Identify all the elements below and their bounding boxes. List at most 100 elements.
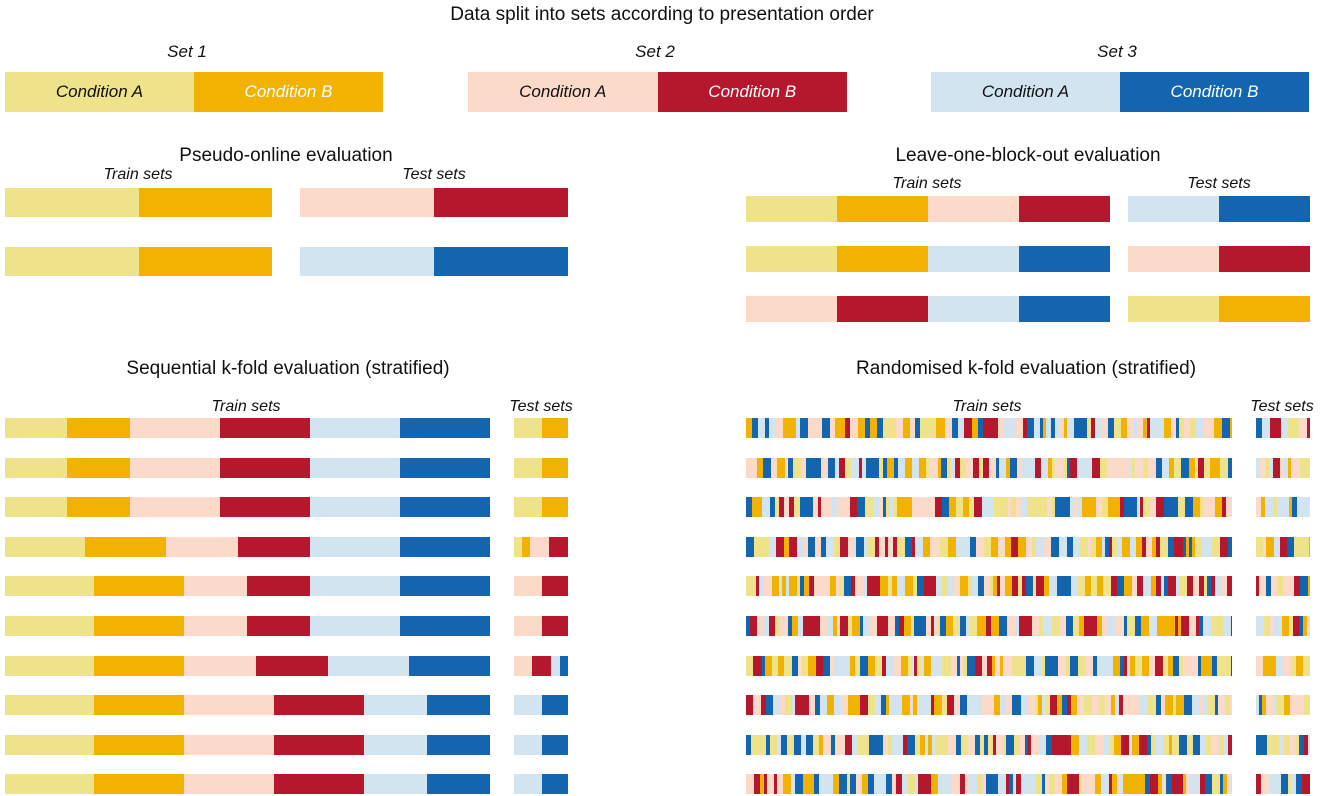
randomised-train-bar-stripe xyxy=(1080,536,1088,557)
randomised-train-bar-stripe xyxy=(1035,457,1041,478)
randomised-train-bar-stripe xyxy=(958,418,964,438)
randomised-train-bar-stripe xyxy=(979,457,983,478)
randomised-train-bar-stripe xyxy=(1152,536,1156,557)
randomised-train-bar-stripe xyxy=(1092,695,1099,716)
randomised-train-bar-stripe xyxy=(892,774,896,795)
randomised-train-bar-stripe xyxy=(1004,418,1011,438)
randomised-train-bar-stripe xyxy=(997,576,1000,597)
randomised-train-bar-stripe xyxy=(1180,536,1183,557)
randomised-test-bar-stripe xyxy=(1265,497,1273,518)
randomised-train-bar-stripe xyxy=(813,616,820,636)
randomised-train-bar-stripe xyxy=(894,457,898,478)
randomised-train-bar-stripe xyxy=(1074,418,1081,438)
randomised-train-bar-stripe xyxy=(1158,655,1163,676)
randomised-train-bar-stripe xyxy=(868,695,875,716)
randomised-train-bar-stripe xyxy=(1169,457,1174,478)
randomised-train-bar-stripe xyxy=(806,457,810,478)
randomised-test-bar-stripe xyxy=(1289,497,1292,518)
randomised-train-bar-stripe xyxy=(908,774,915,795)
randomised-train-bar-stripe xyxy=(954,695,960,716)
sequential-train-bar-segment xyxy=(220,418,310,438)
randomised-train-bar-stripe xyxy=(1056,734,1063,755)
randomised-train-bar-stripe xyxy=(889,695,897,716)
randomised-train-bar-stripe xyxy=(921,655,924,676)
randomised-train-bar-stripe xyxy=(1223,616,1228,636)
randomised-train-bar-stripe xyxy=(888,734,892,755)
randomised-train-bar-stripe xyxy=(1214,418,1222,438)
randomised-test-bar-stripe xyxy=(1288,418,1292,438)
randomised-train-bar-stripe xyxy=(933,457,938,478)
randomised-train-bar-stripe xyxy=(957,655,960,676)
randomised-train-bar-stripe xyxy=(1021,695,1028,716)
randomised-train-bar-stripe xyxy=(924,695,931,716)
randomised-train-bar-stripe xyxy=(1018,655,1026,676)
randomised-train-bar-stripe xyxy=(1220,457,1228,478)
randomised-train-bar-stripe xyxy=(1052,616,1060,636)
randomised-train-bar-stripe xyxy=(1124,616,1127,636)
randomised-test-bar-stripe xyxy=(1259,695,1262,716)
randomised-train-bar-stripe xyxy=(777,734,781,755)
randomised-train-bar-stripe xyxy=(767,774,771,795)
randomised-test-bar-stripe xyxy=(1290,695,1296,716)
randomised-train-bar-stripe xyxy=(903,734,907,755)
randomised-train-bar-stripe xyxy=(746,734,751,755)
randomised-train-bar-stripe xyxy=(969,497,974,518)
randomised-train-bar-stripe xyxy=(822,576,830,597)
randomised-train-bar-stripe xyxy=(1224,655,1231,676)
randomised-train-bar-stripe xyxy=(945,655,951,676)
randomised-train-bar-stripe xyxy=(998,418,1004,438)
randomised-train-bar-stripe xyxy=(1225,536,1228,557)
randomised-train-bar-stripe xyxy=(897,536,905,557)
randomised-train-bar-stripe xyxy=(1052,655,1058,676)
randomised-train-bar-stripe xyxy=(815,536,821,557)
randomised-train-bar-stripe xyxy=(978,418,983,438)
randomised-train-bar-stripe xyxy=(1045,655,1052,676)
randomised-train-bar-stripe xyxy=(873,497,879,518)
randomised-train-bar-stripe xyxy=(910,695,913,716)
randomised-train-bar-stripe xyxy=(873,457,879,478)
randomised-train-bar-stripe xyxy=(1079,774,1082,795)
randomised-train-bar-stripe xyxy=(874,774,882,795)
randomised-train-bar-stripe xyxy=(1123,695,1131,716)
randomised-train-bar-stripe xyxy=(1043,418,1046,438)
randomised-train-bar-stripe xyxy=(1005,576,1012,597)
randomised-train-bar-stripe xyxy=(1179,734,1184,755)
randomised-train-bar-stripe xyxy=(746,418,752,438)
randomised-train-bar-stripe xyxy=(835,418,842,438)
randomised-train-bar-stripe xyxy=(1114,418,1121,438)
randomised-train-bar-stripe xyxy=(1215,695,1218,716)
randomised-train-label: Train sets xyxy=(952,398,1022,415)
randomised-train-bar-stripe xyxy=(761,695,766,716)
randomised-test-bar-stripe xyxy=(1287,536,1294,557)
sequential-train-bar-segment xyxy=(94,734,184,755)
randomised-train-bar-stripe xyxy=(1207,576,1211,597)
randomised-train-bar-stripe xyxy=(1066,616,1073,636)
randomised-train-bar xyxy=(746,734,1232,755)
set-1-bar: Condition A Condition B xyxy=(5,72,383,112)
sequential-test-bar-segment xyxy=(541,457,568,478)
randomised-train-bar-stripe xyxy=(1046,418,1051,438)
randomised-train-bar-stripe xyxy=(980,734,984,755)
randomised-test-bar-stripe xyxy=(1305,497,1309,518)
randomised-train-bar-stripe xyxy=(986,616,991,636)
randomised-train-bar-stripe xyxy=(813,734,819,755)
randomised-test-bar-stripe xyxy=(1274,616,1282,636)
randomised-train-bar-stripe xyxy=(1055,497,1059,518)
randomised-train-bar-stripe xyxy=(1102,616,1107,636)
randomised-test-bar-stripe xyxy=(1297,497,1305,518)
lobo-train-bar-segment xyxy=(928,196,1019,222)
randomised-train-bar-stripe xyxy=(825,497,832,518)
randomised-train-bar-stripe xyxy=(835,457,839,478)
randomised-train-bar-stripe xyxy=(789,497,794,518)
lobo-train-label: Train sets xyxy=(892,175,962,192)
randomised-train-bar-stripe xyxy=(1174,457,1181,478)
randomised-train-bar-stripe xyxy=(1231,655,1232,676)
randomised-train-bar-stripe xyxy=(982,497,989,518)
sequential-test-bar xyxy=(514,695,568,716)
randomised-train-bar-stripe xyxy=(1096,536,1102,557)
randomised-train-bar-stripe xyxy=(1172,497,1178,518)
randomised-train-bar-stripe xyxy=(1228,536,1232,557)
randomised-test-bar-stripe xyxy=(1282,616,1289,636)
randomised-train-bar-stripe xyxy=(1059,497,1065,518)
randomised-train-bar-stripe xyxy=(1164,576,1168,597)
